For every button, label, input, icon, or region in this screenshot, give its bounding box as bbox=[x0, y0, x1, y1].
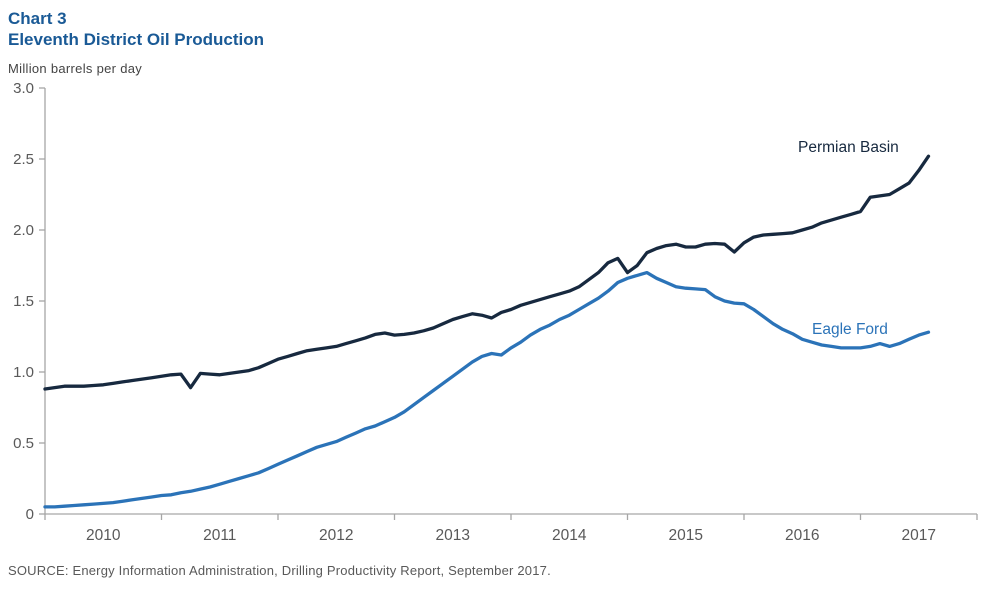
x-tick-label: 2016 bbox=[785, 527, 819, 544]
x-tick-label: 2012 bbox=[319, 527, 353, 544]
x-tick-label: 2017 bbox=[902, 527, 936, 544]
x-tick-label: 2011 bbox=[203, 527, 236, 544]
chart-title: Eleventh District Oil Production bbox=[8, 30, 264, 49]
x-tick-label: 2014 bbox=[552, 527, 587, 544]
y-tick-label: 0 bbox=[26, 506, 34, 523]
y-tick-label: 2.5 bbox=[13, 151, 34, 168]
y-axis-units-label: Million barrels per day bbox=[8, 61, 143, 76]
series-label-eagle-ford: Eagle Ford bbox=[812, 321, 888, 338]
x-tick-label: 2010 bbox=[86, 527, 121, 544]
y-tick-label: 1.0 bbox=[13, 364, 34, 381]
y-tick-label: 2.0 bbox=[13, 222, 34, 239]
x-tick-label: 2013 bbox=[436, 527, 470, 544]
x-tick-label: 2015 bbox=[669, 527, 703, 544]
chart-number: Chart 3 bbox=[8, 9, 67, 28]
chart-title-block: Chart 3 Eleventh District Oil Production bbox=[8, 8, 264, 50]
series-line-permian-basin bbox=[43, 154, 931, 391]
y-tick-label: 0.5 bbox=[13, 435, 34, 452]
series-label-permian-basin: Permian Basin bbox=[798, 139, 899, 156]
series-line-eagle-ford bbox=[43, 270, 931, 509]
y-tick-label: 1.5 bbox=[13, 293, 34, 310]
source-note: SOURCE: Energy Information Administratio… bbox=[8, 563, 551, 578]
y-tick-label: 3.0 bbox=[13, 80, 34, 97]
